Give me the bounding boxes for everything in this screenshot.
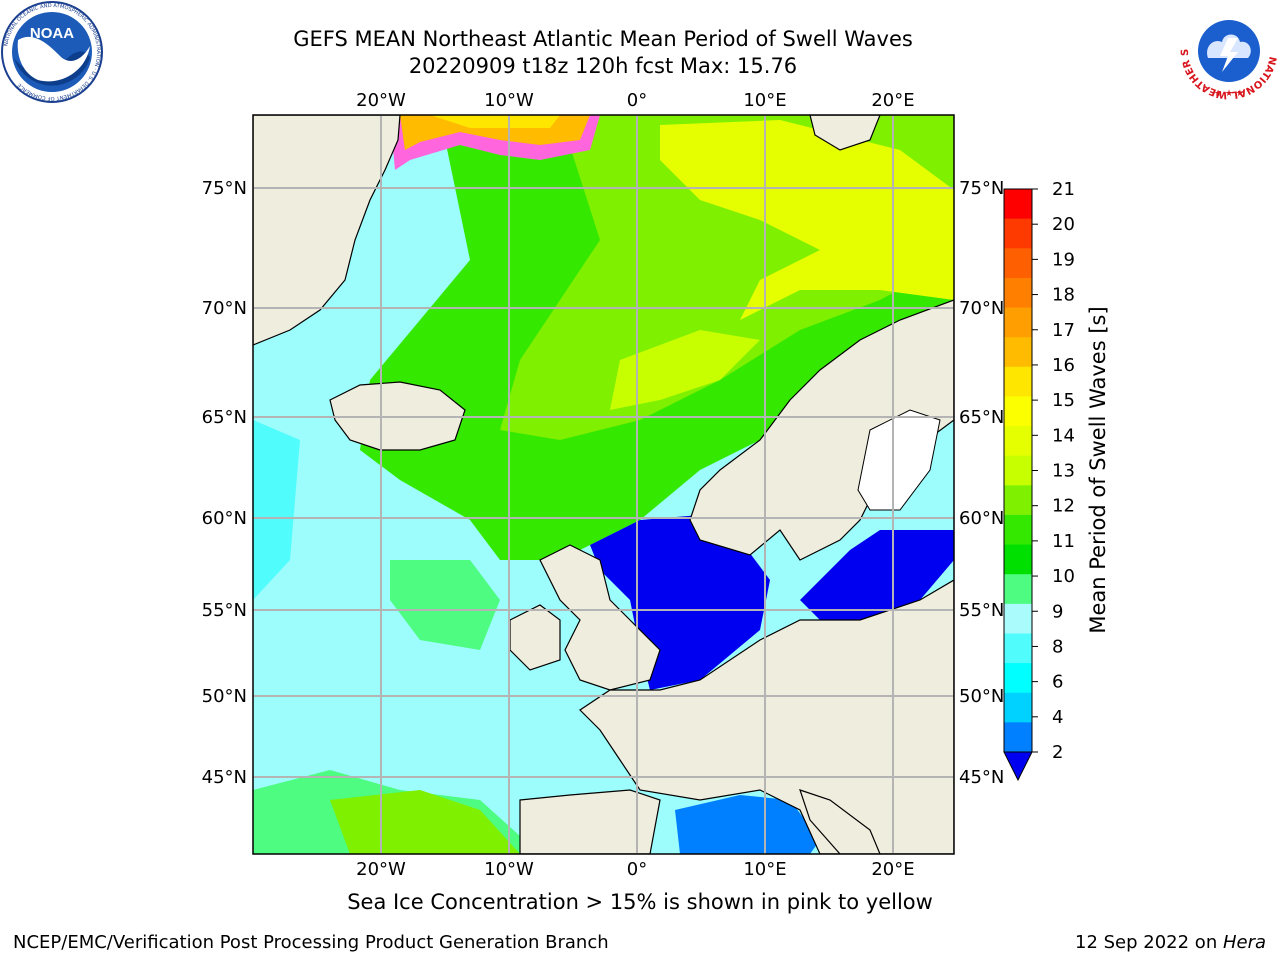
colorbar-swatch (1004, 663, 1032, 694)
colorbar-tick-label: 9 (1052, 601, 1063, 622)
lon-label-bottom: 20°W (356, 859, 406, 880)
colorbar-swatch (1004, 603, 1032, 634)
noaa-logo: NATIONAL OCEANIC AND ATMOSPHERIC ADMINIS… (1, 1, 103, 103)
map-subtitle: 20220909 t18z 120h fcst Max: 15.76 (408, 54, 798, 78)
colorbar-tick-label: 4 (1052, 707, 1063, 728)
colorbar-tick-label: 15 (1052, 390, 1075, 411)
swell-field-mint (390, 560, 500, 650)
colorbar-swatch (1004, 366, 1032, 397)
lat-label-left: 70°N (202, 298, 247, 319)
lat-label-left: 55°N (202, 600, 247, 621)
lat-label-right: 65°N (959, 407, 1004, 428)
colorbar-swatch (1004, 633, 1032, 664)
colorbar-tick-label: 21 (1052, 179, 1075, 200)
sea-ice-center (430, 115, 560, 128)
lon-label-top: 10°E (743, 90, 786, 111)
colorbar-tick-label: 6 (1052, 672, 1063, 693)
bothnia-ice (857, 409, 941, 511)
colorbar-swatch (1004, 722, 1032, 753)
svalbard (809, 115, 881, 151)
colorbar-swatch (1004, 396, 1032, 427)
colorbar-swatch (1004, 455, 1032, 486)
run-date: 12 Sep 2022 on Hera (1075, 932, 1266, 953)
colorbar-tick-label: 14 (1052, 425, 1075, 446)
colorbar-swatch (1004, 307, 1032, 338)
colorbar-tick-label: 13 (1052, 461, 1075, 482)
great-britain (539, 544, 661, 691)
swell-field-yellow (660, 120, 954, 320)
colorbar-tick-label: 10 (1052, 566, 1075, 587)
colorbar-tick-label: 2 (1052, 742, 1063, 763)
lon-label-top: 0° (627, 90, 647, 111)
map-frame (252, 114, 955, 855)
colorbar-tick-label: 8 (1052, 636, 1063, 657)
swell-field-baltic (800, 530, 954, 620)
land (253, 115, 954, 854)
colorbar: 21 20 19 18 17 16 15 14 13 12 11 10 9 8 6 4 2 (1003, 179, 1075, 782)
lon-label-bottom: 20°E (871, 859, 914, 880)
colorbar-tick-label: 12 (1052, 496, 1075, 517)
colorbar-swatch (1004, 692, 1032, 723)
lat-label-right: 75°N (959, 178, 1004, 199)
lon-label-bottom: 10°E (743, 859, 786, 880)
lat-label-right: 70°N (959, 298, 1004, 319)
swell-field-southwest-inner (330, 790, 520, 854)
colorbar-swatch (1004, 218, 1032, 249)
map-title: GEFS MEAN Northeast Atlantic Mean Period… (293, 27, 913, 51)
colorbar-swatch (1004, 189, 1032, 220)
lat-label-right: 50°N (959, 686, 1004, 707)
lat-label-left: 50°N (202, 686, 247, 707)
nws-star-icon: ★ ★ ★ (1214, 89, 1244, 99)
colorbar-extend-arrow (1003, 751, 1033, 782)
graticule (253, 115, 954, 854)
colorbar-swatch (1004, 544, 1032, 575)
lat-label-left: 75°N (202, 178, 247, 199)
colorbar-tick-label: 19 (1052, 249, 1075, 270)
lon-label-top: 20°W (356, 90, 406, 111)
swell-field-north-sea (590, 515, 770, 690)
lat-label-left: 65°N (202, 407, 247, 428)
lon-label-bottom: 10°W (484, 859, 534, 880)
colorbar-swatch (1004, 514, 1032, 546)
greenland (253, 115, 401, 346)
italy (799, 789, 881, 854)
colorbar-tick-label: 17 (1052, 320, 1075, 341)
colorbar-tick-label: 20 (1052, 214, 1075, 235)
colorbar-tick-label: 18 (1052, 285, 1075, 306)
host-name: Hera (1222, 932, 1266, 953)
swell-field-mediterranean (675, 795, 820, 854)
colorbar-swatch (1004, 485, 1032, 516)
lon-label-top: 20°E (871, 90, 914, 111)
continental-europe (579, 579, 954, 854)
swell-field-cyan-west (253, 420, 300, 600)
credit-line: NCEP/EMC/Verification Post Processing Pr… (13, 932, 609, 953)
lat-label-right: 55°N (959, 600, 1004, 621)
colorbar-swatch (1004, 337, 1032, 368)
lat-label-left: 60°N (202, 508, 247, 529)
map-area (253, 115, 954, 854)
lon-label-bottom: 0° (627, 859, 647, 880)
lat-label-left: 45°N (202, 767, 247, 788)
swell-field-yellowgreen (610, 330, 760, 410)
colorbar-label: Mean Period of Swell Waves [s] (1086, 306, 1110, 634)
nws-logo: NATIONAL WEATHER SERVICE ★ ★ ★ (1178, 0, 1278, 100)
noaa-wordmark: NOAA (30, 25, 74, 42)
lat-label-right: 60°N (959, 508, 1004, 529)
colorbar-swatch (1004, 277, 1032, 309)
colorbar-swatch (1004, 574, 1032, 605)
colorbar-swatch (1004, 426, 1032, 457)
colorbar-tick-label: 16 (1052, 355, 1075, 376)
iberia (519, 789, 661, 854)
colorbar-swatch (1004, 248, 1032, 279)
colorbar-tick-label: 11 (1052, 531, 1075, 552)
lon-label-top: 10°W (484, 90, 534, 111)
lat-label-right: 45°N (959, 767, 1004, 788)
sea-ice-note: Sea Ice Concentration > 15% is shown in … (347, 890, 933, 914)
